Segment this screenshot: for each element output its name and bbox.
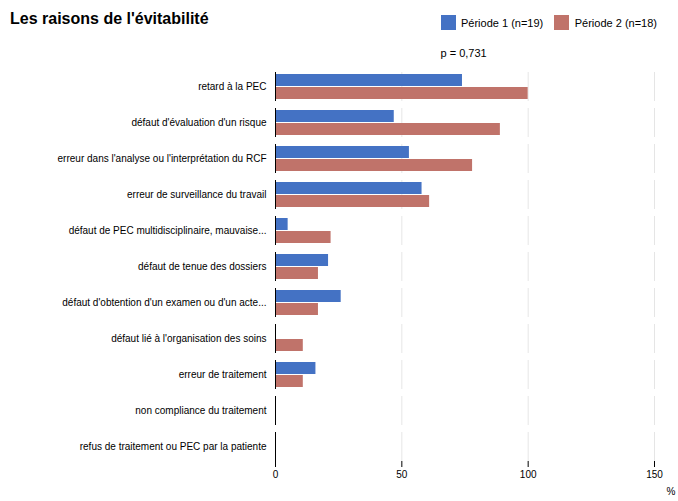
- svg-text:50: 50: [396, 468, 408, 479]
- html-text:Les raisons de l'évitabilité: Les raisons de l'évitabilité: [10, 10, 209, 27]
- svg-text:0: 0: [273, 468, 279, 479]
- svg-text:défaut de tenue des dossiers: défaut de tenue des dossiers: [138, 261, 266, 272]
- svg-text:100: 100: [520, 468, 537, 479]
- svg-text:défaut d'obtention d'un examen: défaut d'obtention d'un examen ou d'un a…: [62, 297, 266, 308]
- svg-text:%: %: [667, 485, 676, 496]
- svg-text:défaut d'évaluation d'un risqu: défaut d'évaluation d'un risque: [131, 117, 266, 128]
- svg-text:retard à la PEC: retard à la PEC: [198, 81, 266, 92]
- svg-text:refus de traitement ou PEC par: refus de traitement ou PEC par la patien…: [80, 441, 267, 452]
- html-text:p = 0,731: p = 0,731: [440, 46, 487, 59]
- svg-text:erreur de surveillance du trav: erreur de surveillance du travail: [127, 189, 267, 200]
- svg-text:défaut lié à l'organisation de: défaut lié à l'organisation des soins: [111, 333, 266, 344]
- svg-text:non compliance du traitement: non compliance du traitement: [135, 405, 266, 416]
- html-text:Période 1 (n=19): Période 1 (n=19): [461, 16, 544, 29]
- svg-text:défaut de PEC multidisciplinai: défaut de PEC multidisciplinaire, mauvai…: [69, 225, 267, 236]
- svg-text:150: 150: [646, 468, 663, 479]
- html-text:Période 2 (n=18): Période 2 (n=18): [574, 16, 657, 29]
- svg-text:erreur dans l'analyse ou l'int: erreur dans l'analyse ou l'interprétatio…: [58, 153, 267, 164]
- svg-text:erreur de traitement: erreur de traitement: [179, 369, 267, 380]
